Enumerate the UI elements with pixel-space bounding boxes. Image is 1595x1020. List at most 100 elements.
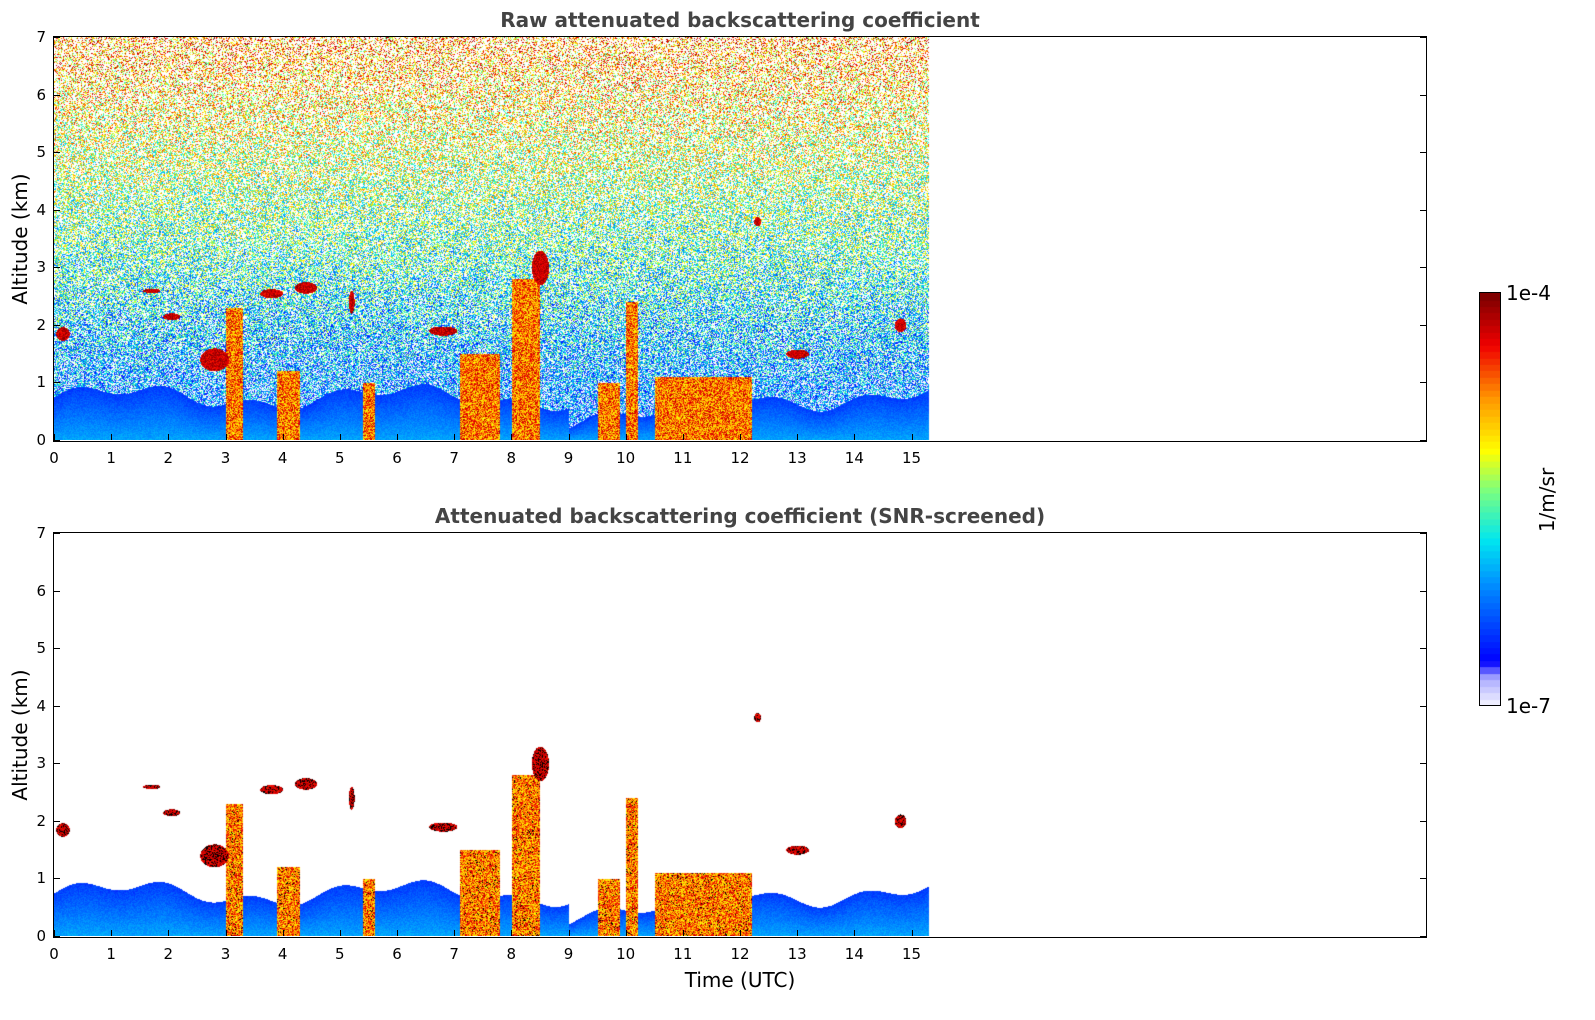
x-tick-label: 1 bbox=[106, 449, 116, 467]
y-tick-label: 0 bbox=[36, 431, 46, 449]
x-tick-label: 11 bbox=[673, 945, 693, 963]
x-tick-mark bbox=[454, 434, 456, 440]
x-tick-mark bbox=[225, 930, 227, 936]
colorbar-min-label: 1e-7 bbox=[1506, 694, 1551, 718]
y-tick-label: 4 bbox=[36, 696, 46, 715]
x-tick-label: 12 bbox=[730, 449, 750, 467]
x-tick-label: 8 bbox=[506, 449, 517, 467]
x-tick-label: 7 bbox=[449, 945, 459, 963]
x-tick-mark bbox=[454, 930, 456, 936]
plot-area-screened bbox=[53, 532, 1427, 938]
x-tick-label: 2 bbox=[163, 945, 174, 963]
y-tick-mark bbox=[54, 705, 60, 707]
y-axis-label-raw: Altitude (km) bbox=[8, 173, 32, 305]
x-tick-label: 0 bbox=[49, 945, 59, 963]
x-tick-mark bbox=[568, 930, 570, 936]
x-tick-mark bbox=[54, 434, 55, 440]
y-tick-mark bbox=[54, 94, 60, 96]
x-tick-mark bbox=[397, 930, 398, 936]
y-tick-mark bbox=[54, 878, 60, 880]
chart-title-raw: Raw attenuated backscattering coefficien… bbox=[500, 8, 980, 32]
x-tick-mark bbox=[854, 434, 856, 440]
y-tick-mark bbox=[1420, 820, 1426, 822]
y-tick-label: 4 bbox=[36, 200, 46, 219]
y-axis-label-screened: Altitude (km) bbox=[8, 669, 32, 801]
y-tick-label: 2 bbox=[36, 315, 46, 334]
y-tick-label: 5 bbox=[36, 639, 46, 658]
y-tick-mark bbox=[1420, 94, 1426, 96]
y-tick-mark bbox=[54, 440, 60, 441]
x-tick-label: 13 bbox=[787, 449, 807, 467]
x-tick-label: 6 bbox=[392, 449, 402, 467]
x-tick-label: 1 bbox=[106, 945, 116, 963]
y-tick-mark bbox=[1420, 878, 1426, 880]
chart-title-screened: Attenuated backscattering coefficient (S… bbox=[434, 504, 1046, 528]
y-tick-mark bbox=[1420, 267, 1426, 269]
y-tick-mark bbox=[1420, 324, 1426, 326]
colorbar-gradient bbox=[1479, 292, 1501, 706]
x-tick-label: 4 bbox=[277, 449, 288, 467]
x-tick-mark bbox=[225, 434, 227, 440]
y-tick-mark bbox=[1420, 705, 1426, 707]
x-tick-mark bbox=[511, 930, 513, 936]
x-tick-mark bbox=[282, 434, 284, 440]
y-tick-mark bbox=[54, 37, 60, 38]
y-tick-mark bbox=[54, 648, 60, 650]
x-tick-label: 4 bbox=[277, 945, 288, 963]
y-tick-label: 7 bbox=[36, 524, 46, 542]
x-tick-mark bbox=[911, 930, 913, 936]
y-tick-mark bbox=[1420, 209, 1426, 211]
x-tick-label: 10 bbox=[616, 945, 636, 963]
x-tick-mark bbox=[854, 930, 856, 936]
x-tick-mark bbox=[740, 930, 741, 936]
y-tick-label: 6 bbox=[36, 85, 46, 104]
x-tick-mark bbox=[111, 434, 113, 440]
x-tick-mark bbox=[511, 434, 513, 440]
y-tick-label: 3 bbox=[36, 754, 46, 773]
y-tick-mark bbox=[54, 382, 60, 384]
x-tick-label: 3 bbox=[220, 449, 231, 467]
x-tick-mark bbox=[339, 434, 341, 440]
plot-area-raw bbox=[53, 36, 1427, 442]
x-axis-label-screened: Time (UTC) bbox=[684, 968, 796, 992]
colorbar-unit-label: 1/m/sr bbox=[1535, 467, 1559, 533]
x-tick-mark bbox=[797, 930, 799, 936]
y-tick-mark bbox=[1420, 382, 1426, 384]
x-tick-label: 3 bbox=[220, 945, 231, 963]
y-tick-mark bbox=[54, 267, 60, 269]
y-tick-mark bbox=[1420, 763, 1426, 765]
x-tick-label: 13 bbox=[787, 945, 807, 963]
x-tick-mark bbox=[682, 434, 684, 440]
x-tick-label: 6 bbox=[392, 945, 402, 963]
y-tick-label: 6 bbox=[36, 581, 46, 600]
x-tick-mark bbox=[740, 434, 741, 440]
x-tick-mark bbox=[168, 930, 170, 936]
y-tick-label: 7 bbox=[36, 28, 46, 46]
x-tick-mark bbox=[111, 930, 113, 936]
backscatter-heatmap-screened bbox=[54, 533, 1426, 936]
x-tick-label: 12 bbox=[730, 945, 750, 963]
y-tick-mark bbox=[1420, 37, 1426, 38]
y-tick-label: 5 bbox=[36, 143, 46, 162]
y-tick-label: 3 bbox=[36, 258, 46, 277]
y-tick-mark bbox=[1420, 590, 1426, 592]
x-tick-label: 15 bbox=[901, 945, 922, 963]
colorbar-max-label: 1e-4 bbox=[1506, 281, 1551, 305]
y-tick-mark bbox=[54, 763, 60, 765]
y-tick-mark bbox=[1420, 533, 1426, 534]
y-tick-mark bbox=[1420, 440, 1426, 441]
x-tick-label: 14 bbox=[844, 449, 864, 467]
x-tick-label: 5 bbox=[335, 449, 345, 467]
y-tick-mark bbox=[1420, 648, 1426, 650]
x-tick-mark bbox=[397, 434, 398, 440]
y-tick-mark bbox=[54, 152, 60, 154]
x-tick-mark bbox=[625, 930, 627, 936]
x-tick-label: 0 bbox=[49, 449, 59, 467]
y-tick-mark bbox=[54, 324, 60, 326]
y-tick-label: 1 bbox=[36, 869, 46, 888]
x-tick-mark bbox=[682, 930, 684, 936]
x-tick-label: 9 bbox=[563, 449, 574, 467]
y-tick-mark bbox=[1420, 152, 1426, 154]
x-tick-mark bbox=[282, 930, 284, 936]
x-tick-label: 2 bbox=[163, 449, 174, 467]
